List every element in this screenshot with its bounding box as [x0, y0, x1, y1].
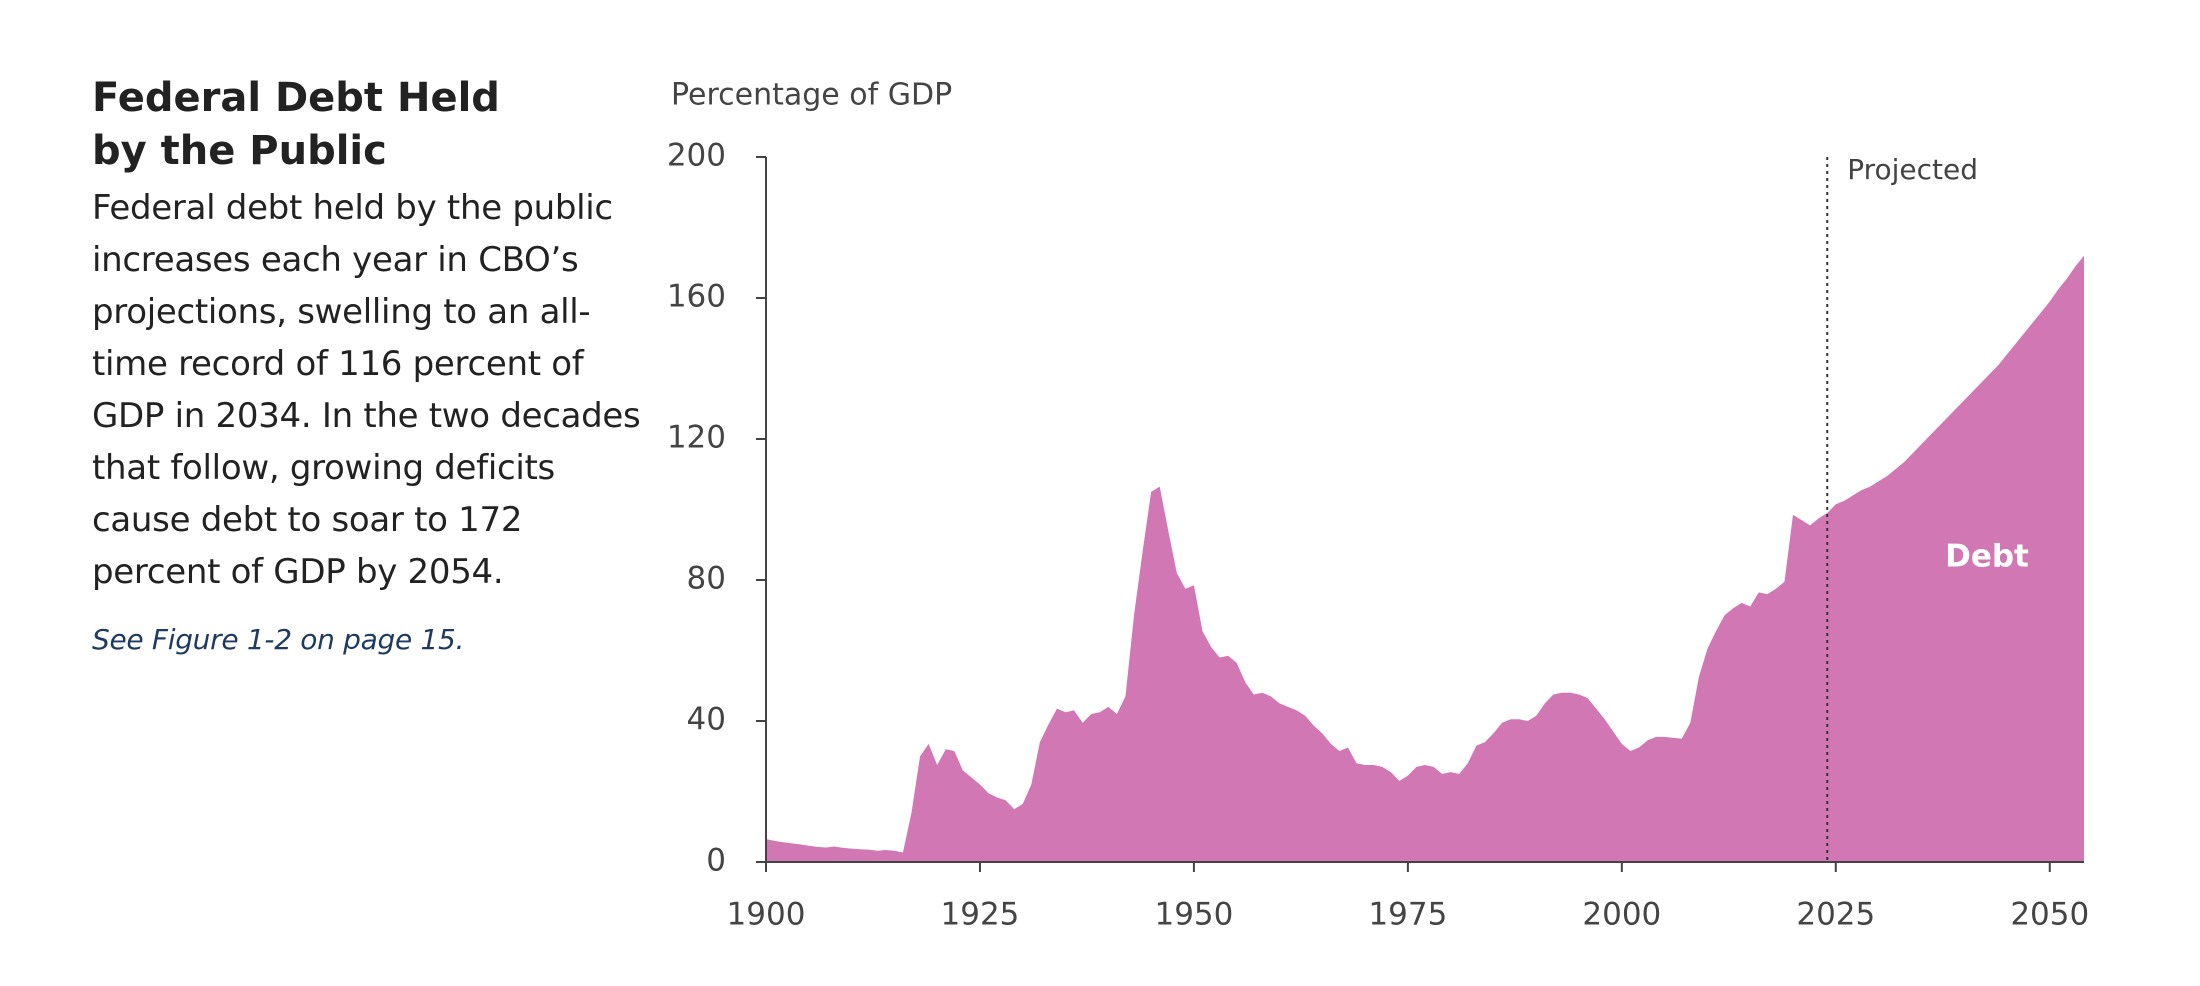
description: Federal debt held by the public increase…: [92, 188, 641, 592]
series-label: Debt: [1945, 539, 2029, 575]
x-tick-label: 2025: [1796, 897, 1875, 933]
y-tick-label: 40: [687, 702, 726, 738]
title: Federal Debt Held by the Public: [92, 75, 500, 174]
y-tick-label: 200: [667, 138, 726, 174]
y-tick-label: 120: [667, 420, 726, 456]
x-tick-label: 2050: [2010, 897, 2089, 933]
debt-area: [766, 255, 2084, 862]
x-tick-label: 1925: [941, 897, 1020, 933]
x-tick-label: 2000: [1582, 897, 1661, 933]
sidebar: Federal Debt Held by the Public Federal …: [92, 72, 652, 660]
figure-link[interactable]: See Figure 1-2 on page 15.: [92, 623, 465, 656]
y-axis-label: Percentage of GDP: [671, 78, 952, 113]
x-tick-label: 1950: [1154, 897, 1233, 933]
projection-label: Projected: [1847, 153, 1978, 186]
y-tick-label: 80: [687, 561, 726, 597]
y-tick-label: 160: [667, 279, 726, 315]
y-tick-label: 0: [706, 843, 726, 879]
x-tick-label: 1900: [727, 897, 806, 933]
x-tick-label: 1975: [1368, 897, 1447, 933]
